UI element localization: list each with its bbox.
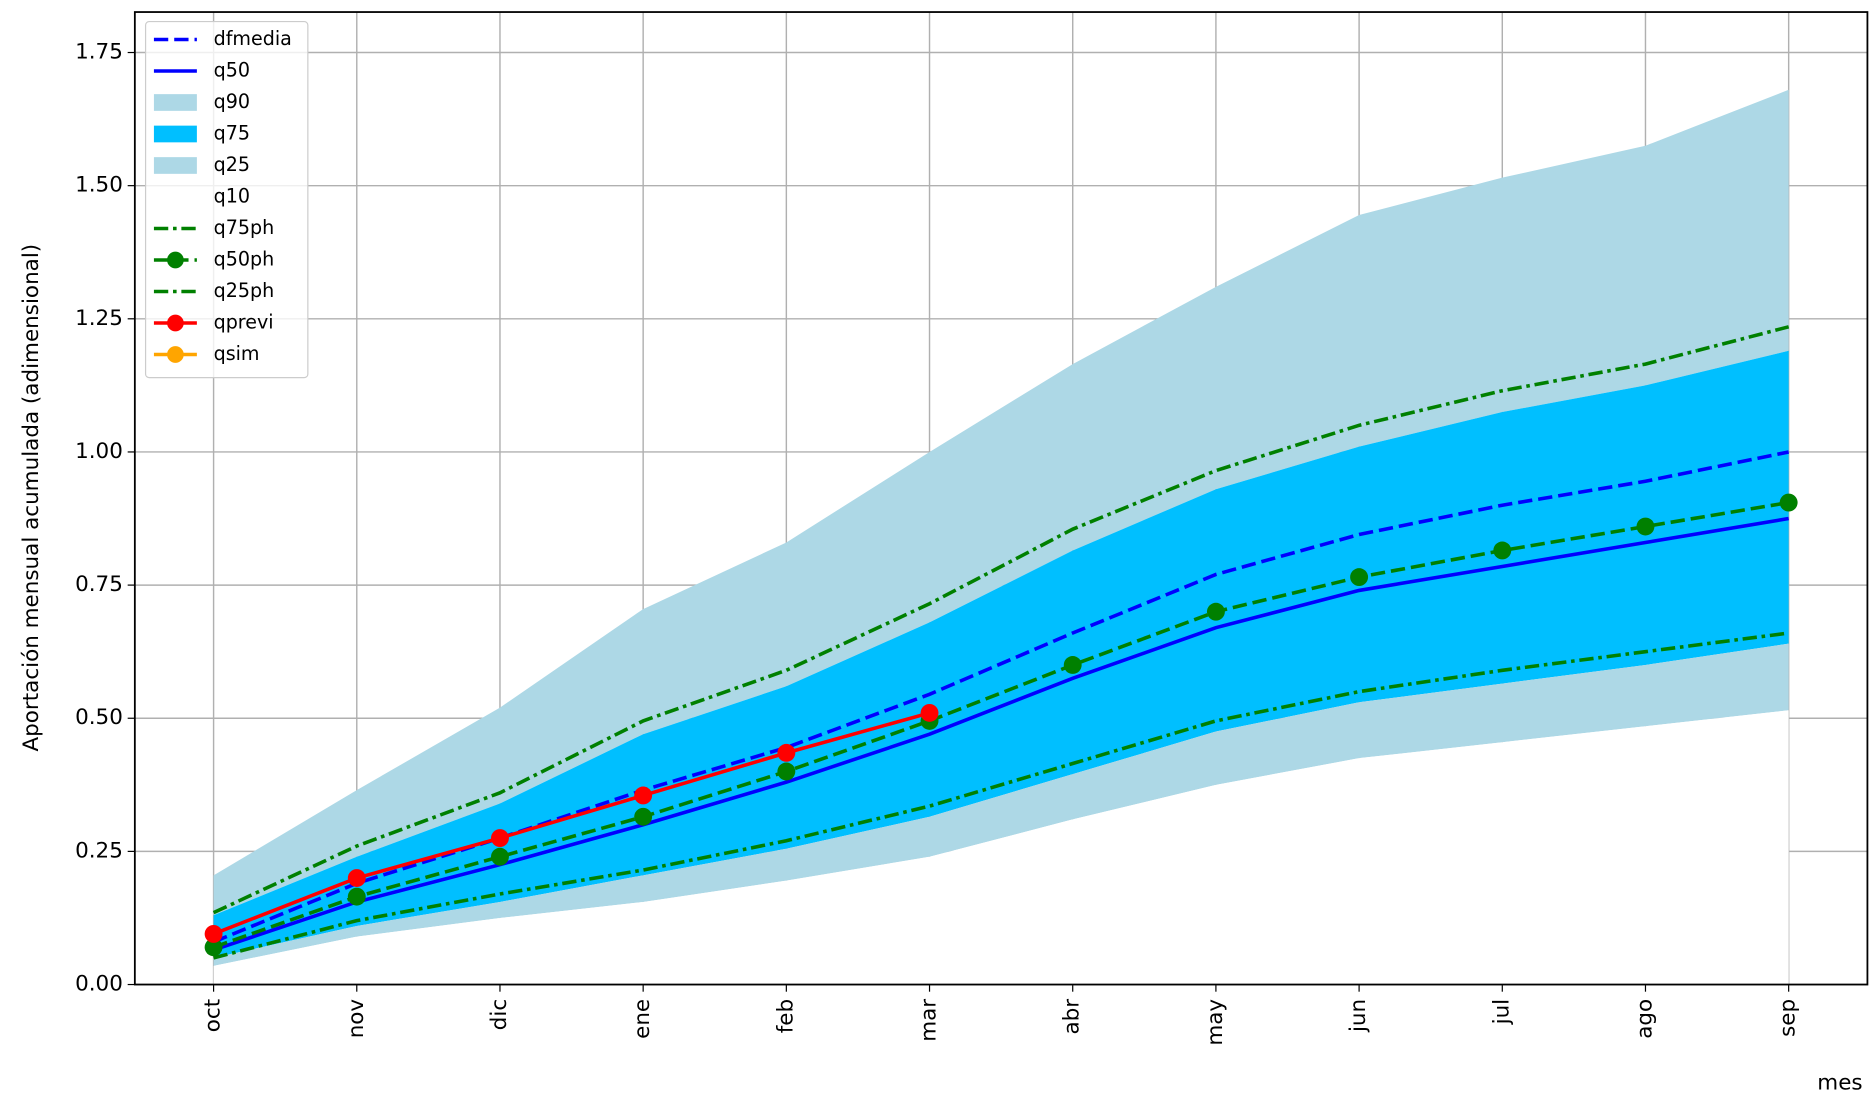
series-marker	[491, 847, 509, 866]
series-marker	[1493, 541, 1512, 560]
x-tick-label: jul	[1489, 999, 1514, 1026]
legend: dfmedia q50 q90 q75 q25 q10 q75ph q50ph q25ph qpr…	[144, 20, 309, 379]
x-tick-label: ene	[630, 999, 655, 1039]
legend-swatch	[153, 188, 197, 206]
series-marker	[1206, 602, 1225, 621]
x-tick-label: may	[1203, 999, 1228, 1046]
series-marker	[1063, 656, 1082, 674]
x-tick-label: oct	[201, 999, 226, 1032]
series-marker	[204, 924, 223, 943]
series-marker	[204, 938, 223, 957]
y-tick-label: 0.25	[75, 838, 123, 863]
y-tick-label: 0.75	[75, 572, 123, 597]
x-tick-label: dic	[487, 999, 512, 1030]
series-marker	[491, 829, 509, 848]
series-marker	[920, 703, 939, 722]
series-marker	[1636, 517, 1655, 536]
y-tick-label: 0.50	[75, 705, 123, 730]
legend-marker	[167, 251, 184, 269]
area-band	[213, 643, 1789, 966]
series-marker	[777, 743, 796, 762]
series-line	[212, 450, 1790, 944]
y-axis-label: Aportación mensual acumulada (adimension…	[19, 244, 44, 752]
legend-label: q90	[214, 90, 250, 113]
plot-frame	[133, 11, 1869, 986]
x-axis-label: mes	[1817, 1071, 1862, 1096]
y-tick-label: 1.50	[75, 173, 123, 198]
series-line	[213, 516, 1789, 952]
legend-marker	[167, 314, 184, 332]
series-marker	[1779, 493, 1798, 512]
y-tick-label: 1.25	[75, 306, 123, 331]
x-tick-label: feb	[773, 999, 798, 1033]
series-line	[213, 631, 1789, 960]
series-marker	[634, 786, 653, 805]
legend-label: q50ph	[214, 247, 275, 270]
series-marker	[1350, 568, 1369, 587]
legend-swatch	[153, 94, 197, 111]
legend-label: q75ph	[214, 216, 275, 239]
area-band	[213, 89, 1789, 916]
x-tick-label: ago	[1632, 999, 1657, 1039]
legend-label: dfmedia	[214, 27, 292, 50]
series-marker	[634, 807, 653, 826]
y-tick-label: 1.00	[75, 439, 123, 464]
legend-marker	[167, 346, 184, 363]
y-tick-label: 0.00	[75, 972, 123, 997]
x-tick-label: jun	[1346, 999, 1371, 1033]
area-band	[213, 710, 1789, 985]
legend-swatch	[153, 125, 197, 143]
x-tick-label: sep	[1776, 999, 1801, 1037]
x-tick-label: nov	[344, 999, 369, 1039]
legend-label: qsim	[214, 342, 260, 365]
legend-label: q25ph	[214, 279, 275, 302]
legend-swatch	[153, 157, 197, 174]
plot-area	[204, 89, 1798, 985]
series-marker	[777, 762, 796, 781]
series-line	[212, 500, 1789, 949]
legend-label: qprevi	[214, 311, 274, 334]
legend-label: q10	[214, 184, 250, 207]
series-marker	[347, 869, 366, 887]
series-marker	[347, 887, 366, 906]
y-tick-label: 1.75	[75, 40, 123, 65]
legend-label: q25	[214, 153, 250, 176]
legend-label: q75	[214, 121, 250, 144]
x-tick-label: abr	[1060, 999, 1085, 1035]
legend-label: q50	[214, 58, 250, 81]
x-tick-label: mar	[917, 999, 942, 1042]
series-line	[212, 711, 931, 936]
series-line	[212, 325, 1790, 915]
